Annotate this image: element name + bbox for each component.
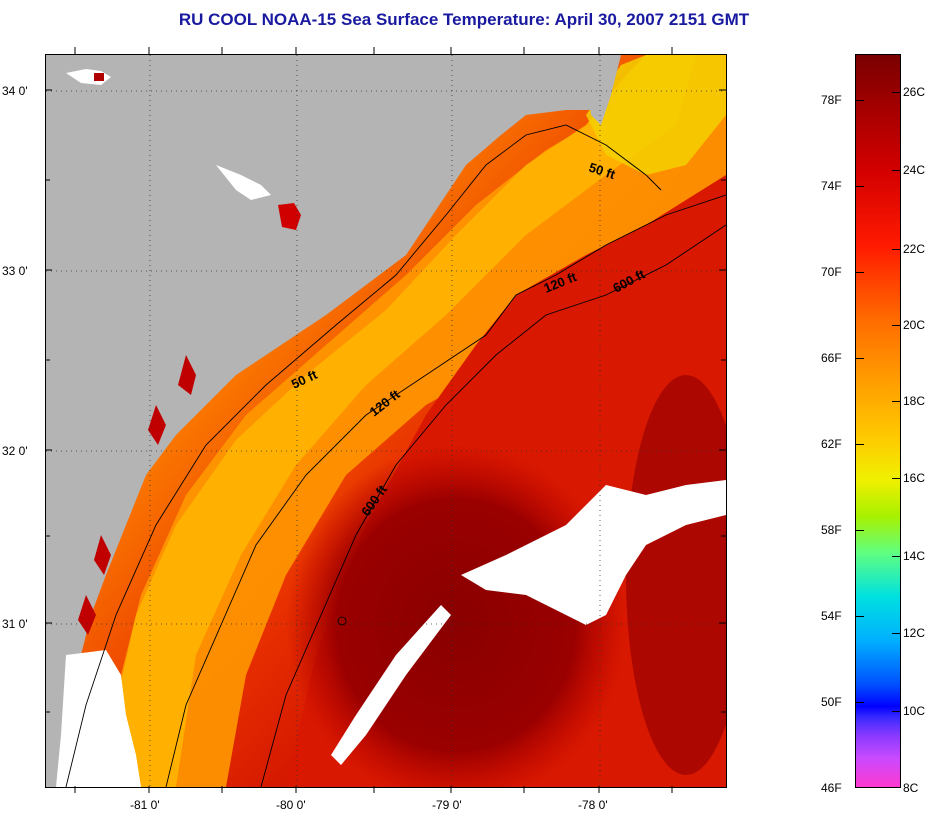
graticule xyxy=(46,55,726,787)
cb-f-78: 78F xyxy=(821,93,842,107)
land-north-cape xyxy=(586,55,621,125)
sst-map-svg: 50 ft 50 ft 120 ft 120 ft 600 ft 600 ft xyxy=(46,55,726,787)
north-yellow-plume xyxy=(586,55,726,175)
cb-c-8: 8C xyxy=(903,781,919,795)
cb-f-70: 70F xyxy=(821,265,842,279)
lon-label-78: -78 0' xyxy=(578,798,608,812)
cb-f-50: 50F xyxy=(821,695,842,709)
contour-600ft xyxy=(260,224,726,787)
lake-marion xyxy=(216,165,271,200)
lon-label-79: -79 0' xyxy=(432,798,462,812)
dark-warm-pool-east xyxy=(626,375,726,775)
lat-label-34: 34 0' xyxy=(2,84,28,98)
cloud-central xyxy=(461,480,726,625)
cb-c-16: 16C xyxy=(903,471,926,485)
cb-c-12: 12C xyxy=(903,626,926,640)
shelf-warm-band xyxy=(106,55,726,787)
contour-50ft xyxy=(65,124,662,787)
lat-label-33: 33 0' xyxy=(2,264,28,278)
lake-moultrie xyxy=(278,203,301,230)
cloud-south-coast xyxy=(56,650,141,787)
contour-120ft xyxy=(165,194,726,787)
lon-label-80: -80 0' xyxy=(276,798,306,812)
map-title: RU COOL NOAA-15 Sea Surface Temperature:… xyxy=(178,10,750,29)
lat-label-32: 32 0' xyxy=(2,444,28,458)
cb-f-62: 62F xyxy=(821,437,842,451)
cb-f-58: 58F xyxy=(821,523,842,537)
cb-c-20: 20C xyxy=(903,318,926,332)
lon-label-81: -81 0' xyxy=(130,798,160,812)
cb-f-54: 54F xyxy=(821,609,842,623)
temperature-colorbar xyxy=(855,54,901,788)
buoy-marker xyxy=(337,616,347,626)
lat-label-31: 31 0' xyxy=(2,617,28,631)
cb-c-22: 22C xyxy=(903,242,926,256)
cb-c-14: 14C xyxy=(903,549,926,563)
cb-c-10: 10C xyxy=(903,704,926,718)
cloud-streak xyxy=(331,605,451,765)
cb-c-18: 18C xyxy=(903,394,926,408)
sst-map: 50 ft 50 ft 120 ft 120 ft 600 ft 600 ft xyxy=(45,54,727,788)
cb-c-24: 24C xyxy=(903,163,926,177)
cb-c-26: 26C xyxy=(903,85,926,99)
cb-f-46: 46F xyxy=(821,781,842,795)
cb-f-74: 74F xyxy=(821,179,842,193)
land-mainland xyxy=(46,55,606,787)
cb-f-66: 66F xyxy=(821,351,842,365)
